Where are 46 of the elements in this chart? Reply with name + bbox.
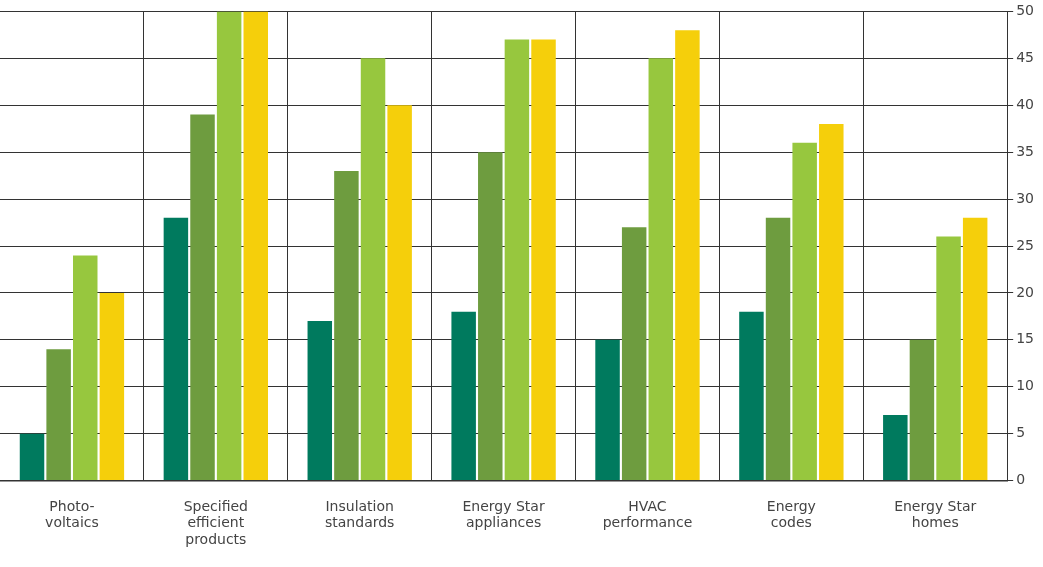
bar [307,321,333,481]
bar [595,339,620,481]
bar [478,152,503,481]
y-tick-label: 5 [1016,424,1026,441]
bar [962,217,988,481]
bar [19,433,45,481]
y-tick-label: 20 [1016,283,1035,300]
bar [73,255,98,481]
bar [883,414,908,481]
bar [163,217,189,481]
bar [819,124,844,481]
bar [451,311,476,481]
bar [387,105,412,481]
y-tick-label: 30 [1016,189,1035,206]
bar [46,349,71,481]
x-tick-label: Energy codes [766,497,816,531]
bar [909,339,935,481]
bar [334,170,359,481]
bar [216,11,242,481]
bar [360,58,386,481]
bar [621,227,647,481]
bar [243,11,268,481]
y-tick-label: 45 [1016,48,1035,65]
x-tick-label: Specified efficient products [183,497,248,548]
y-tick-label: 25 [1016,236,1035,253]
y-tick-label: 40 [1016,95,1035,112]
y-tick-label: 35 [1016,142,1035,159]
bar [648,58,674,481]
y-tick-label: 0 [1016,471,1026,488]
bar [739,311,764,481]
bar [936,236,961,481]
bar [99,292,125,481]
x-tick-label: Energy Star appliances [462,497,545,531]
y-tick-label: 10 [1016,377,1035,394]
x-tick-label: Energy Star homes [894,497,977,531]
bar [190,114,215,481]
bar [531,39,556,481]
x-tick-label: Photo- voltaics [45,497,99,531]
x-tick-label: HVAC performance [602,497,693,531]
bar [675,30,700,481]
bar [792,142,817,481]
bar [765,217,791,481]
x-tick-label: Insulation standards [325,497,395,531]
bar [504,39,530,481]
y-tick-label: 50 [1016,2,1035,19]
y-tick-label: 15 [1016,330,1035,347]
